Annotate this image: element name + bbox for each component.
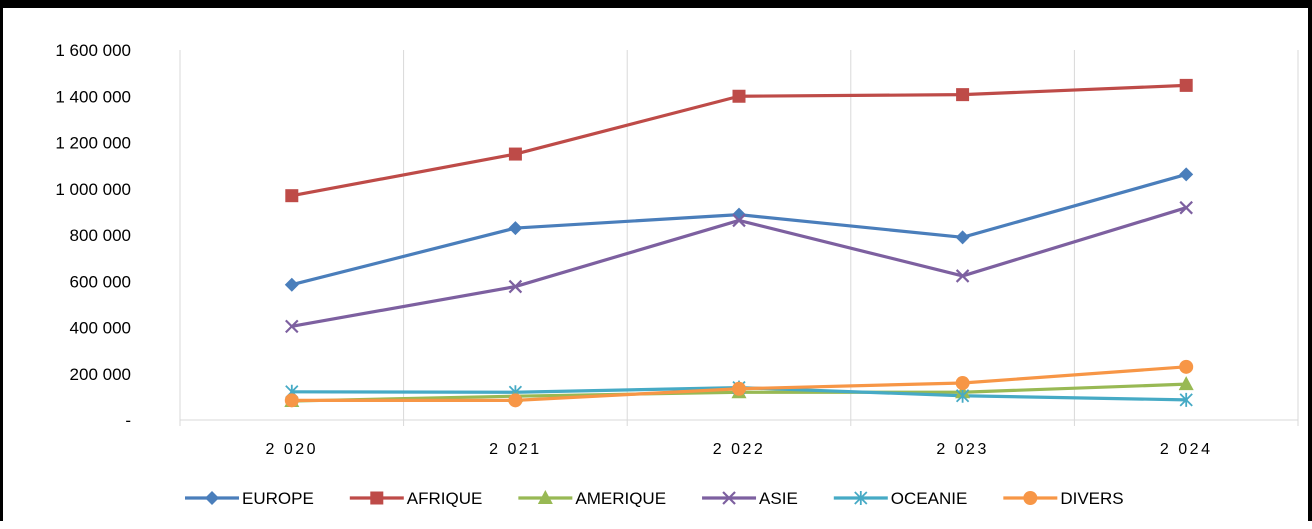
legend-marker [1023,491,1038,505]
legend-marker [722,491,736,505]
x-tick-label: 2 024 [1160,441,1213,458]
series-markers [284,78,1194,408]
legend-label-oceanie: OCEANIE [891,489,968,508]
series-line-europe [290,172,1188,287]
data-point-divers [955,376,970,390]
y-tick-label: 1 600 000 [55,41,131,60]
data-point-europe [508,221,523,236]
y-tick-label: 1 000 000 [55,180,131,199]
y-tick-label: 1 400 000 [55,87,131,106]
data-point-oceanie [1179,392,1193,407]
y-axis-tick-labels: - 200 000 400 000 600 000 800 000 1 000 000 1 … [55,41,131,430]
data-point-afrique [956,88,970,102]
legend-marker [205,491,219,505]
x-tick-label: 2 021 [489,441,542,458]
gridlines [403,50,1299,420]
data-point-divers [284,393,299,408]
legend-label-asie: ASIE [759,489,798,508]
data-point-asie [285,319,299,334]
legend-marker [537,490,553,504]
legend-item-europe: EUROPE [185,489,314,508]
line-chart: - 200 000 400 000 600 000 800 000 1 000 000 1 … [55,41,1299,508]
x-tick-label: 2 023 [936,441,989,458]
data-point-asie [732,213,746,228]
data-point-europe [284,277,299,292]
data-point-asie [955,269,970,283]
data-point-divers [1179,359,1194,374]
y-tick-label: 1 200 000 [55,134,131,153]
data-point-afrique [508,147,522,161]
data-point-afrique [285,189,299,203]
data-point-amerique [1178,376,1194,391]
x-axis-tick-labels: 2 020 2 021 2 022 2 023 2 024 [266,441,1213,458]
data-point-oceanie [955,388,970,403]
legend-marker [370,491,384,505]
axes [179,50,1299,426]
legend-label-europe: EUROPE [242,489,314,508]
series-lines [290,83,1188,403]
data-point-asie [508,279,523,294]
y-tick-label: - [125,411,131,430]
data-point-afrique [1179,78,1193,92]
x-tick-label: 2 020 [266,441,319,458]
data-point-divers [732,381,746,396]
y-tick-label: 200 000 [70,365,131,384]
y-tick-label: 800 000 [70,226,131,245]
series-line-asie [290,206,1188,328]
data-point-europe [955,230,970,245]
legend-marker [854,491,868,505]
data-point-asie [1179,200,1193,215]
legend-label-divers: DIVERS [1060,489,1123,508]
legend: EUROPE AFRIQUE AMERIQUE ASIE OCEANIE DIVERS [185,489,1124,508]
legend-label-afrique: AFRIQUE [407,489,483,508]
data-point-afrique [732,89,746,103]
data-point-europe [1179,167,1194,182]
legend-label-amerique: AMERIQUE [575,489,666,508]
x-tick-label: 2 022 [713,441,766,458]
data-point-divers [508,393,523,408]
legend-item-asie: ASIE [702,489,798,508]
legend-item-afrique: AFRIQUE [349,489,483,508]
y-tick-label: 600 000 [70,272,131,291]
legend-item-oceanie: OCEANIE [833,489,968,508]
legend-item-divers: DIVERS [1003,489,1124,508]
y-tick-label: 400 000 [70,319,131,338]
legend-item-amerique: AMERIQUE [518,489,666,508]
